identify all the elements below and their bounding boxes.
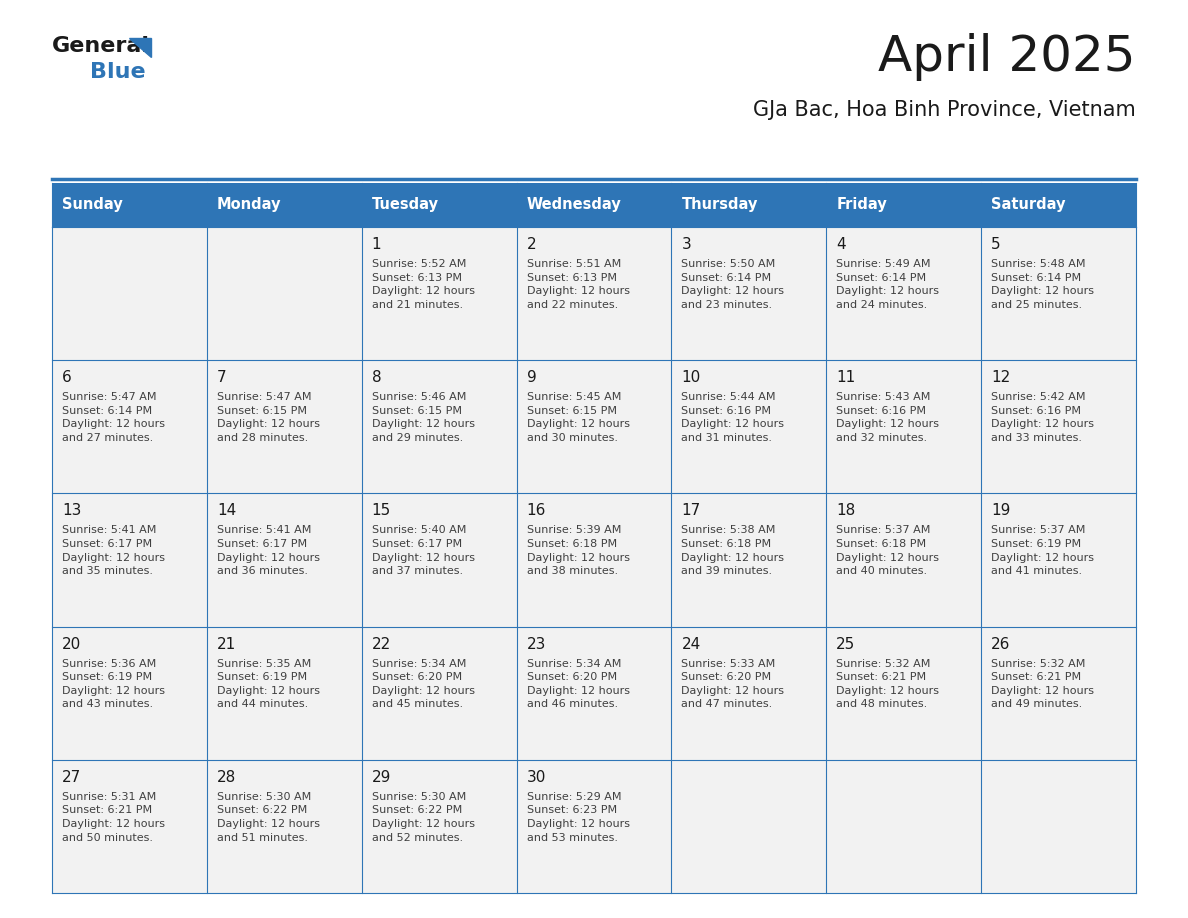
Bar <box>52 183 1136 227</box>
Text: Sunrise: 5:47 AM
Sunset: 6:14 PM
Daylight: 12 hours
and 27 minutes.: Sunrise: 5:47 AM Sunset: 6:14 PM Dayligh… <box>62 392 165 443</box>
Text: Sunrise: 5:33 AM
Sunset: 6:20 PM
Daylight: 12 hours
and 47 minutes.: Sunrise: 5:33 AM Sunset: 6:20 PM Dayligh… <box>682 658 784 710</box>
Text: April 2025: April 2025 <box>878 33 1136 81</box>
Text: Sunrise: 5:41 AM
Sunset: 6:17 PM
Daylight: 12 hours
and 35 minutes.: Sunrise: 5:41 AM Sunset: 6:17 PM Dayligh… <box>62 525 165 577</box>
Text: Blue: Blue <box>90 62 146 82</box>
Text: 30: 30 <box>526 770 546 785</box>
Text: 12: 12 <box>991 370 1010 386</box>
Text: 28: 28 <box>217 770 236 785</box>
Text: Sunrise: 5:34 AM
Sunset: 6:20 PM
Daylight: 12 hours
and 46 minutes.: Sunrise: 5:34 AM Sunset: 6:20 PM Dayligh… <box>526 658 630 710</box>
Text: 21: 21 <box>217 636 236 652</box>
Text: Sunrise: 5:50 AM
Sunset: 6:14 PM
Daylight: 12 hours
and 23 minutes.: Sunrise: 5:50 AM Sunset: 6:14 PM Dayligh… <box>682 259 784 309</box>
Text: Sunrise: 5:40 AM
Sunset: 6:17 PM
Daylight: 12 hours
and 37 minutes.: Sunrise: 5:40 AM Sunset: 6:17 PM Dayligh… <box>372 525 475 577</box>
Text: 15: 15 <box>372 503 391 519</box>
Text: 22: 22 <box>372 636 391 652</box>
Text: 26: 26 <box>991 636 1011 652</box>
Text: Sunrise: 5:49 AM
Sunset: 6:14 PM
Daylight: 12 hours
and 24 minutes.: Sunrise: 5:49 AM Sunset: 6:14 PM Dayligh… <box>836 259 940 309</box>
Text: 7: 7 <box>217 370 227 386</box>
Text: 4: 4 <box>836 237 846 252</box>
Text: Sunrise: 5:35 AM
Sunset: 6:19 PM
Daylight: 12 hours
and 44 minutes.: Sunrise: 5:35 AM Sunset: 6:19 PM Dayligh… <box>217 658 320 710</box>
Text: Sunrise: 5:30 AM
Sunset: 6:22 PM
Daylight: 12 hours
and 51 minutes.: Sunrise: 5:30 AM Sunset: 6:22 PM Dayligh… <box>217 792 320 843</box>
Text: Sunrise: 5:51 AM
Sunset: 6:13 PM
Daylight: 12 hours
and 22 minutes.: Sunrise: 5:51 AM Sunset: 6:13 PM Dayligh… <box>526 259 630 309</box>
Text: Sunrise: 5:32 AM
Sunset: 6:21 PM
Daylight: 12 hours
and 49 minutes.: Sunrise: 5:32 AM Sunset: 6:21 PM Dayligh… <box>991 658 1094 710</box>
Text: Saturday: Saturday <box>991 197 1066 212</box>
Text: 14: 14 <box>217 503 236 519</box>
Text: 16: 16 <box>526 503 546 519</box>
Text: Sunrise: 5:44 AM
Sunset: 6:16 PM
Daylight: 12 hours
and 31 minutes.: Sunrise: 5:44 AM Sunset: 6:16 PM Dayligh… <box>682 392 784 443</box>
Text: Wednesday: Wednesday <box>526 197 621 212</box>
Text: General: General <box>52 36 150 56</box>
Text: 6: 6 <box>62 370 71 386</box>
Text: Sunrise: 5:46 AM
Sunset: 6:15 PM
Daylight: 12 hours
and 29 minutes.: Sunrise: 5:46 AM Sunset: 6:15 PM Dayligh… <box>372 392 475 443</box>
Text: Sunrise: 5:29 AM
Sunset: 6:23 PM
Daylight: 12 hours
and 53 minutes.: Sunrise: 5:29 AM Sunset: 6:23 PM Dayligh… <box>526 792 630 843</box>
Text: Friday: Friday <box>836 197 887 212</box>
Text: Sunday: Sunday <box>62 197 122 212</box>
Text: 10: 10 <box>682 370 701 386</box>
Text: 20: 20 <box>62 636 81 652</box>
Bar <box>52 227 1136 893</box>
Text: 2: 2 <box>526 237 536 252</box>
Text: 5: 5 <box>991 237 1000 252</box>
Text: Sunrise: 5:52 AM
Sunset: 6:13 PM
Daylight: 12 hours
and 21 minutes.: Sunrise: 5:52 AM Sunset: 6:13 PM Dayligh… <box>372 259 475 309</box>
Text: 9: 9 <box>526 370 536 386</box>
Text: 11: 11 <box>836 370 855 386</box>
Text: Sunrise: 5:42 AM
Sunset: 6:16 PM
Daylight: 12 hours
and 33 minutes.: Sunrise: 5:42 AM Sunset: 6:16 PM Dayligh… <box>991 392 1094 443</box>
Text: Sunrise: 5:31 AM
Sunset: 6:21 PM
Daylight: 12 hours
and 50 minutes.: Sunrise: 5:31 AM Sunset: 6:21 PM Dayligh… <box>62 792 165 843</box>
Text: Sunrise: 5:37 AM
Sunset: 6:19 PM
Daylight: 12 hours
and 41 minutes.: Sunrise: 5:37 AM Sunset: 6:19 PM Dayligh… <box>991 525 1094 577</box>
Text: 25: 25 <box>836 636 855 652</box>
Polygon shape <box>129 38 151 57</box>
Text: 8: 8 <box>372 370 381 386</box>
Text: GJa Bac, Hoa Binh Province, Vietnam: GJa Bac, Hoa Binh Province, Vietnam <box>753 100 1136 120</box>
Text: 3: 3 <box>682 237 691 252</box>
Text: 13: 13 <box>62 503 81 519</box>
Text: Sunrise: 5:47 AM
Sunset: 6:15 PM
Daylight: 12 hours
and 28 minutes.: Sunrise: 5:47 AM Sunset: 6:15 PM Dayligh… <box>217 392 320 443</box>
Text: Sunrise: 5:38 AM
Sunset: 6:18 PM
Daylight: 12 hours
and 39 minutes.: Sunrise: 5:38 AM Sunset: 6:18 PM Dayligh… <box>682 525 784 577</box>
Text: Sunrise: 5:39 AM
Sunset: 6:18 PM
Daylight: 12 hours
and 38 minutes.: Sunrise: 5:39 AM Sunset: 6:18 PM Dayligh… <box>526 525 630 577</box>
Text: Sunrise: 5:41 AM
Sunset: 6:17 PM
Daylight: 12 hours
and 36 minutes.: Sunrise: 5:41 AM Sunset: 6:17 PM Dayligh… <box>217 525 320 577</box>
Text: Sunrise: 5:43 AM
Sunset: 6:16 PM
Daylight: 12 hours
and 32 minutes.: Sunrise: 5:43 AM Sunset: 6:16 PM Dayligh… <box>836 392 940 443</box>
Text: 27: 27 <box>62 770 81 785</box>
Text: Sunrise: 5:37 AM
Sunset: 6:18 PM
Daylight: 12 hours
and 40 minutes.: Sunrise: 5:37 AM Sunset: 6:18 PM Dayligh… <box>836 525 940 577</box>
Text: Sunrise: 5:32 AM
Sunset: 6:21 PM
Daylight: 12 hours
and 48 minutes.: Sunrise: 5:32 AM Sunset: 6:21 PM Dayligh… <box>836 658 940 710</box>
Text: 18: 18 <box>836 503 855 519</box>
Text: Sunrise: 5:45 AM
Sunset: 6:15 PM
Daylight: 12 hours
and 30 minutes.: Sunrise: 5:45 AM Sunset: 6:15 PM Dayligh… <box>526 392 630 443</box>
Text: 19: 19 <box>991 503 1011 519</box>
Text: Monday: Monday <box>217 197 282 212</box>
Text: 17: 17 <box>682 503 701 519</box>
Text: Thursday: Thursday <box>682 197 758 212</box>
Text: Sunrise: 5:36 AM
Sunset: 6:19 PM
Daylight: 12 hours
and 43 minutes.: Sunrise: 5:36 AM Sunset: 6:19 PM Dayligh… <box>62 658 165 710</box>
Text: 29: 29 <box>372 770 391 785</box>
Text: 24: 24 <box>682 636 701 652</box>
Text: Sunrise: 5:48 AM
Sunset: 6:14 PM
Daylight: 12 hours
and 25 minutes.: Sunrise: 5:48 AM Sunset: 6:14 PM Dayligh… <box>991 259 1094 309</box>
Text: Tuesday: Tuesday <box>372 197 438 212</box>
Text: Sunrise: 5:30 AM
Sunset: 6:22 PM
Daylight: 12 hours
and 52 minutes.: Sunrise: 5:30 AM Sunset: 6:22 PM Dayligh… <box>372 792 475 843</box>
Text: Sunrise: 5:34 AM
Sunset: 6:20 PM
Daylight: 12 hours
and 45 minutes.: Sunrise: 5:34 AM Sunset: 6:20 PM Dayligh… <box>372 658 475 710</box>
Text: 23: 23 <box>526 636 546 652</box>
Text: 1: 1 <box>372 237 381 252</box>
